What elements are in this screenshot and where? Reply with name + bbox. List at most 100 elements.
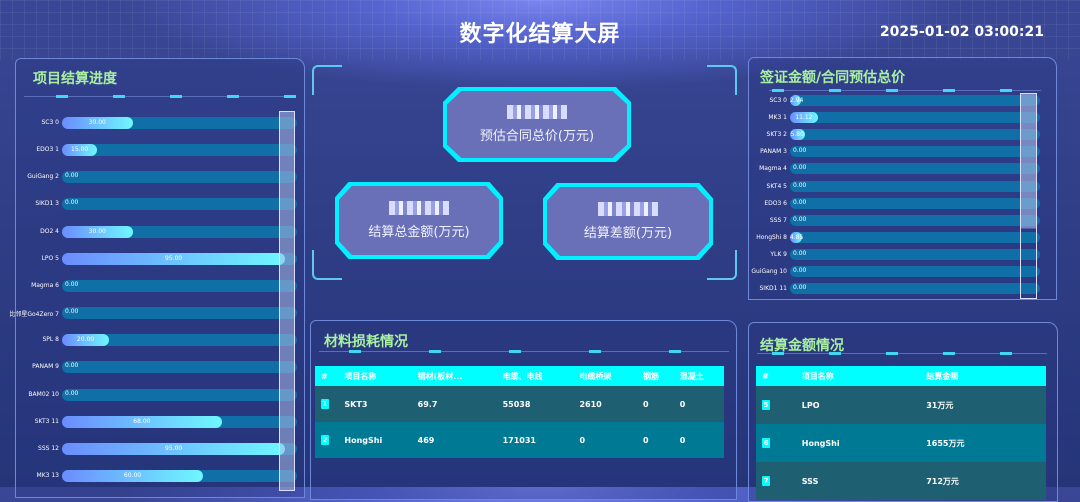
- table-cell: 171031: [502, 435, 536, 445]
- bar-category-label: SIKD1 3: [35, 200, 59, 208]
- bar: 2.94: [790, 95, 804, 106]
- card-label: 预估合同总价(万元): [479, 129, 595, 144]
- estimated-contract-card: 预估合同总价(万元): [443, 87, 631, 162]
- bar-value-label: 0.00: [65, 389, 79, 397]
- table-cell: 0: [679, 399, 686, 409]
- column-header: 钢筋: [637, 366, 674, 386]
- row-index: 6: [762, 438, 770, 448]
- bar-category-label: SSS 12: [38, 444, 59, 452]
- settlement-diff-card: 结算差额(万元): [543, 183, 713, 260]
- bar: 60.00: [62, 469, 203, 482]
- bar-track: [790, 214, 1040, 226]
- bar-value-label: 0.00: [793, 249, 807, 257]
- table-cell: 55038: [502, 399, 531, 409]
- bar: 30.00: [62, 225, 133, 238]
- bar: 15.00: [62, 144, 98, 157]
- bar-track: [790, 266, 1040, 277]
- summary-panel: [312, 65, 737, 280]
- bar: 11.12: [790, 112, 818, 124]
- bar-category-label: Magma 4: [759, 165, 787, 173]
- bar-category-label: SPL 8: [42, 336, 60, 344]
- bar-category-label: SC3 0: [769, 97, 787, 104]
- bar-track: [62, 171, 297, 184]
- bar: 95.00: [62, 252, 286, 265]
- bar-category-label: PANAM 3: [760, 148, 787, 156]
- bar-value-label: 0.00: [793, 198, 807, 206]
- column-header: #: [756, 366, 796, 386]
- bar-value-label: 0.00: [793, 147, 807, 155]
- bar-track: [790, 180, 1040, 192]
- blurred-value: [598, 202, 658, 216]
- row-index: 1: [321, 399, 329, 409]
- row-index: 5: [762, 400, 770, 410]
- table-cell: LPO: [801, 400, 820, 410]
- table-cell: 469: [417, 435, 435, 445]
- table-cell: HongShi: [344, 435, 383, 445]
- bar-category-label: SKT3 11: [34, 417, 59, 425]
- divider: [757, 352, 1047, 355]
- bar-track: [62, 307, 297, 320]
- bar-category-label: Magma 6: [31, 281, 59, 289]
- bar-category-label: EDO3 1: [36, 146, 59, 154]
- table-cell: HongShi: [801, 438, 840, 448]
- bar-category-label: DO2 4: [40, 227, 59, 235]
- table-cell: 0: [643, 399, 649, 409]
- bar-track: [790, 248, 1040, 260]
- card-label: 结算差额(万元): [583, 226, 673, 241]
- bar-track: [62, 334, 297, 347]
- bar-track: [790, 163, 1040, 175]
- table-cell: 2610: [579, 399, 602, 409]
- bar-track: [790, 129, 1040, 141]
- bar-category-label: LPO 5: [41, 254, 59, 262]
- divider: [24, 95, 296, 98]
- chart-scroll-zoom[interactable]: [279, 111, 295, 491]
- bar-category-label: HongShi 8: [756, 233, 787, 241]
- bar-value-label: 0.00: [65, 280, 79, 288]
- table-row[interactable]: 1 SKT3 69.7 55038 2610 0 0: [315, 386, 724, 422]
- table-cell: SKT3: [344, 399, 368, 409]
- column-header: 电缆桥架: [573, 366, 637, 386]
- bar: 5.80: [790, 129, 805, 141]
- blurred-value: [507, 105, 567, 119]
- bar-track: [790, 112, 1040, 124]
- bar-value-label: 0.00: [65, 308, 79, 316]
- bar-track: [62, 361, 297, 374]
- table-row[interactable]: 7 SSS 712万元: [756, 462, 1046, 500]
- table-row[interactable]: 6 HongShi 1655万元: [756, 424, 1046, 462]
- bar-value-label: 0.00: [793, 267, 807, 274]
- column-header: 混凝土: [673, 366, 724, 386]
- table-row[interactable]: 2 HongShi 469 171031 0 0 0: [315, 422, 724, 458]
- bar-category-label: MK3 13: [36, 471, 59, 479]
- material-loss-table: # 项目名称 钢材(板材... 电缆、电线 电缆桥架 钢筋 混凝土 1 SKT3 69.7 5503…: [315, 366, 724, 458]
- bar-track: [790, 231, 1040, 243]
- blurred-value: [389, 201, 449, 215]
- table-cell: 0: [679, 435, 686, 445]
- bar: 4.85: [790, 231, 804, 243]
- panel-title: 材料损耗情况: [324, 334, 408, 350]
- bar: 20.00: [62, 334, 109, 347]
- bar: 68.00: [62, 415, 222, 428]
- settlement-amount-table: # 项目名称 结算金额 5 LPO 31万元 6 HongShi 1655万元 7 SSS 712万元: [756, 366, 1046, 500]
- bar: 30.00: [62, 117, 133, 129]
- bar-category-label: GuiGang 10: [751, 268, 787, 275]
- bar-track: [790, 95, 1040, 106]
- column-header: 项目名称: [795, 366, 921, 386]
- bar-category-label: EDO3 6: [764, 199, 787, 207]
- table-row[interactable]: 5 LPO 31万元: [756, 386, 1046, 424]
- column-header: 电缆、电线: [496, 366, 574, 386]
- table-cell: 0: [643, 435, 649, 445]
- chart-scroll-zoom[interactable]: [1020, 93, 1037, 299]
- bar-track: [62, 198, 297, 211]
- table-cell: SSS: [801, 476, 819, 486]
- bar-category-label: SKT4 5: [766, 182, 787, 190]
- bar-category-label: SIKD1 11: [759, 285, 788, 293]
- bar-track: [62, 279, 297, 292]
- bar-category-label: SSS 7: [769, 216, 787, 224]
- panel-title: 结算金额情况: [760, 338, 844, 354]
- bar-category-label: BAM02 10: [28, 390, 59, 398]
- row-index: 2: [321, 435, 329, 445]
- page-title: 数字化结算大屏: [459, 22, 621, 47]
- bar-track: [790, 197, 1040, 209]
- panel-title: 项目结算进度: [33, 71, 117, 87]
- datetime: 2025-01-02 03:00:21: [879, 24, 1044, 40]
